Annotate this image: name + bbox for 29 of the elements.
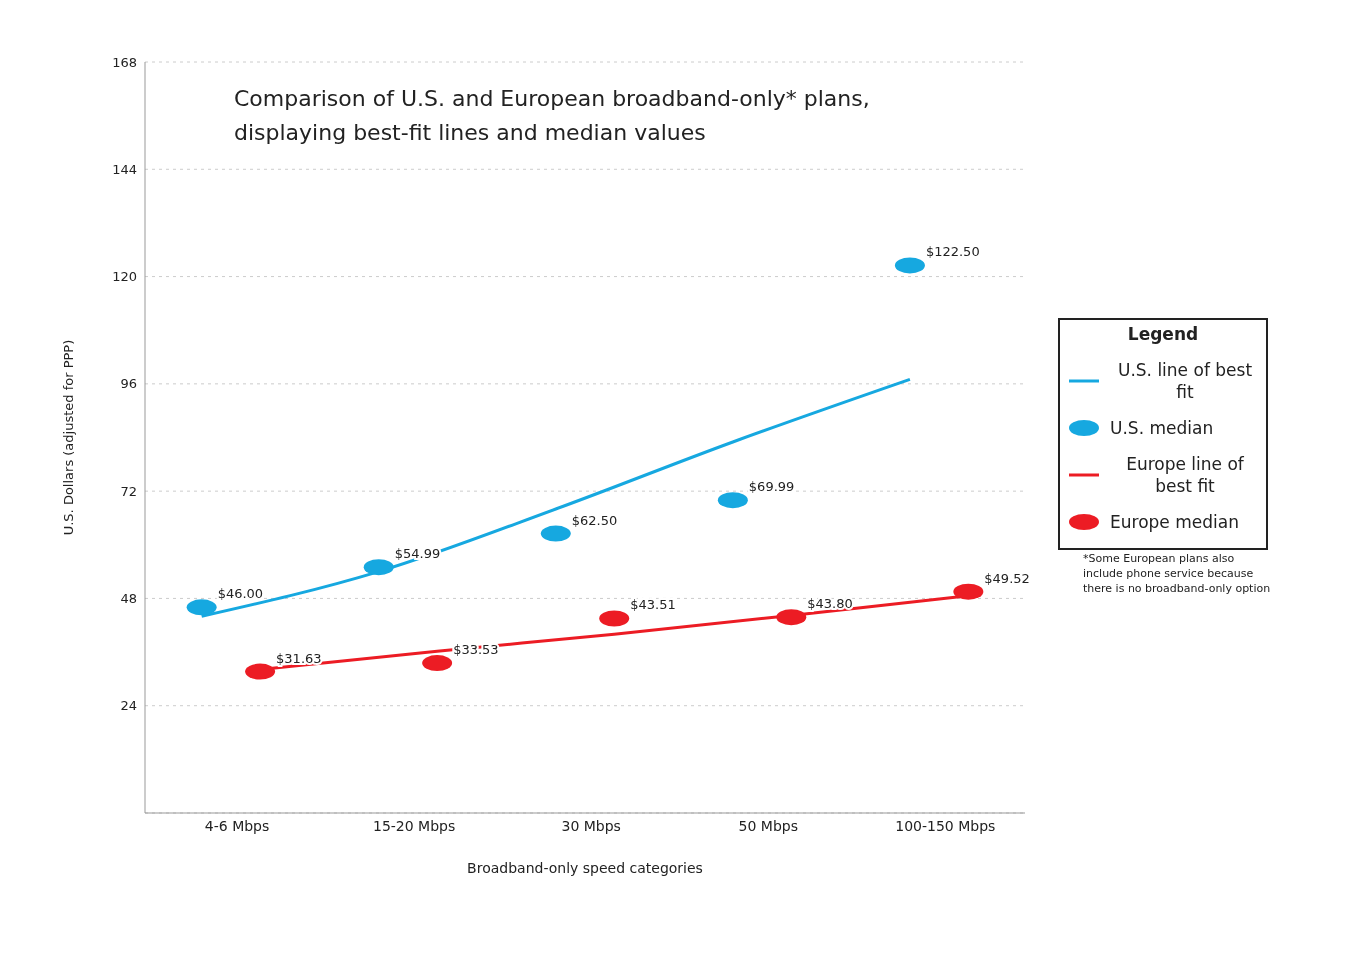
data-label: $46.00 xyxy=(217,586,264,602)
legend-label: U.S. median xyxy=(1110,417,1214,439)
x-axis-title: Broadband-only speed categories xyxy=(467,860,703,876)
x-tick-label: 100-150 Mbps xyxy=(895,817,996,834)
legend-label: U.S. line of best fit xyxy=(1116,359,1254,403)
x-tick-label: 15-20 Mbps xyxy=(372,817,456,834)
text: *Some European plans also include phone service because there is no broadband-only option xyxy=(1083,551,1272,596)
data-label: $69.99 xyxy=(748,479,795,495)
legend-label: Europe median xyxy=(1110,511,1239,533)
x-tick-label: 50 Mbps xyxy=(738,817,798,834)
data-label: $43.80 xyxy=(807,596,853,612)
legend-label: Europe line of best fit xyxy=(1125,453,1245,497)
y-tick-label: 144 xyxy=(112,161,137,177)
data-label: $43.51 xyxy=(630,597,676,613)
text: Comparison of U.S. and European broadband-only* plans, displaying best-fit lines and median values xyxy=(234,85,871,147)
x-tick-label: 4-6 Mbps xyxy=(204,817,270,834)
legend-title: Legend xyxy=(1126,324,1200,344)
y-tick-label: 120 xyxy=(112,269,137,285)
y-axis-title: U.S. Dollars (adjusted for PPP) xyxy=(60,339,76,536)
data-label: $122.50 xyxy=(925,244,980,260)
y-tick-label: 96 xyxy=(120,376,137,392)
data-label: $31.63 xyxy=(276,650,322,666)
x-tick-label: 30 Mbps xyxy=(561,817,621,834)
y-tick-label: 72 xyxy=(120,483,137,499)
y-tick-label: 48 xyxy=(120,591,137,607)
y-tick-label: 24 xyxy=(120,698,137,714)
data-label: $49.52 xyxy=(984,570,1030,586)
data-label: $62.50 xyxy=(571,512,618,528)
y-tick-label: 168 xyxy=(112,54,137,70)
